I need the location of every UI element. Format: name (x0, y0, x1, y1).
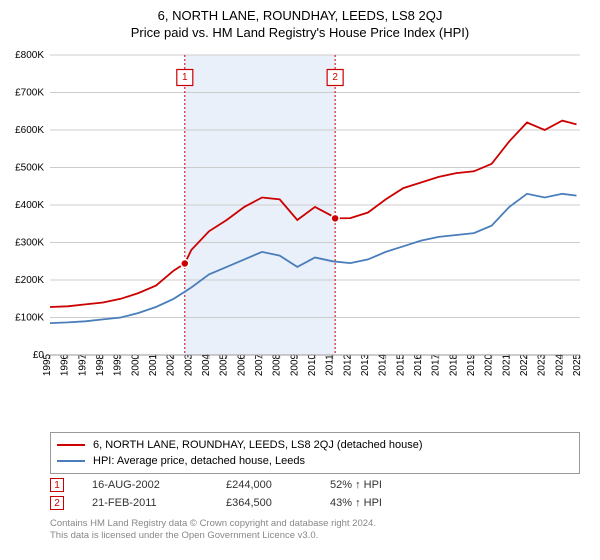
legend-item-hpi: HPI: Average price, detached house, Leed… (57, 453, 573, 469)
x-tick-label: 2007 (254, 353, 265, 376)
x-tick-label: 2017 (431, 353, 442, 376)
sale-marker-num: 2 (332, 72, 338, 83)
x-tick-label: 1998 (95, 353, 106, 376)
y-tick-label: £200K (15, 275, 44, 286)
sale-marker-2-num: 2 (54, 498, 60, 509)
x-tick-label: 2012 (342, 353, 353, 376)
sale-price-1: £244,000 (226, 479, 306, 491)
sales-table: 1 16-AUG-2002 £244,000 52% ↑ HPI 2 21-FE… (50, 476, 580, 512)
y-tick-label: £700K (15, 88, 44, 99)
x-tick-label: 2025 (572, 353, 583, 376)
x-tick-label: 2010 (307, 353, 318, 376)
chart-subtitle: Price paid vs. HM Land Registry's House … (10, 25, 590, 40)
x-tick-label: 2013 (360, 353, 371, 376)
sale-price-2: £364,500 (226, 497, 306, 509)
sale-row-2: 2 21-FEB-2011 £364,500 43% ↑ HPI (50, 494, 580, 512)
legend-item-property: 6, NORTH LANE, ROUNDHAY, LEEDS, LS8 2QJ … (57, 437, 573, 453)
x-tick-label: 2004 (201, 353, 212, 376)
legend-swatch-property (57, 444, 85, 446)
sale-marker-1-num: 1 (54, 480, 60, 491)
sale-dot (331, 214, 339, 222)
x-tick-label: 2009 (289, 353, 300, 376)
legend-label-property: 6, NORTH LANE, ROUNDHAY, LEEDS, LS8 2QJ … (93, 439, 423, 451)
x-tick-label: 2006 (236, 353, 247, 376)
x-tick-label: 2005 (219, 353, 230, 376)
x-tick-label: 1996 (60, 353, 71, 376)
x-tick-label: 2023 (537, 353, 548, 376)
legend-swatch-hpi (57, 460, 85, 462)
x-tick-label: 1999 (113, 353, 124, 376)
footnote-line2: This data is licensed under the Open Gov… (50, 530, 580, 542)
sale-delta-2: 43% ↑ HPI (330, 497, 430, 509)
sale-delta-1: 52% ↑ HPI (330, 479, 430, 491)
y-tick-label: £400K (15, 200, 44, 211)
x-tick-label: 2018 (448, 353, 459, 376)
footnote: Contains HM Land Registry data © Crown c… (50, 518, 580, 543)
x-tick-label: 2015 (395, 353, 406, 376)
chart-svg: £0£100K£200K£300K£400K£500K£600K£700K£80… (50, 55, 580, 395)
sale-marker-1: 1 (50, 478, 64, 492)
legend-label-hpi: HPI: Average price, detached house, Leed… (93, 455, 305, 467)
sale-date-2: 21-FEB-2011 (92, 497, 202, 509)
x-tick-label: 2008 (272, 353, 283, 376)
x-tick-label: 1997 (77, 353, 88, 376)
y-tick-label: £100K (15, 313, 44, 324)
footnote-line1: Contains HM Land Registry data © Crown c… (50, 518, 580, 530)
y-tick-label: £600K (15, 125, 44, 136)
chart-title: 6, NORTH LANE, ROUNDHAY, LEEDS, LS8 2QJ (10, 8, 590, 23)
x-tick-label: 2014 (378, 353, 389, 376)
x-tick-label: 2022 (519, 353, 530, 376)
x-tick-label: 2020 (484, 353, 495, 376)
x-tick-label: 2016 (413, 353, 424, 376)
x-tick-label: 2024 (554, 353, 565, 376)
y-tick-label: £800K (15, 50, 44, 61)
x-tick-label: 2011 (325, 354, 336, 376)
sale-row-1: 1 16-AUG-2002 £244,000 52% ↑ HPI (50, 476, 580, 494)
x-tick-label: 2003 (183, 353, 194, 376)
x-tick-label: 2002 (166, 353, 177, 376)
x-tick-label: 2000 (130, 353, 141, 376)
x-tick-label: 2019 (466, 353, 477, 376)
y-tick-label: £500K (15, 163, 44, 174)
x-tick-label: 1995 (42, 353, 53, 376)
title-block: 6, NORTH LANE, ROUNDHAY, LEEDS, LS8 2QJ … (0, 0, 600, 44)
sale-marker-num: 1 (182, 72, 188, 83)
sale-dot (181, 260, 189, 268)
chart-plot-area: £0£100K£200K£300K£400K£500K£600K£700K£80… (50, 55, 580, 395)
chart-container: 6, NORTH LANE, ROUNDHAY, LEEDS, LS8 2QJ … (0, 0, 600, 560)
sale-date-1: 16-AUG-2002 (92, 479, 202, 491)
x-tick-label: 2021 (501, 353, 512, 376)
legend: 6, NORTH LANE, ROUNDHAY, LEEDS, LS8 2QJ … (50, 432, 580, 474)
y-tick-label: £300K (15, 238, 44, 249)
x-tick-label: 2001 (148, 353, 159, 376)
sale-marker-2: 2 (50, 496, 64, 510)
